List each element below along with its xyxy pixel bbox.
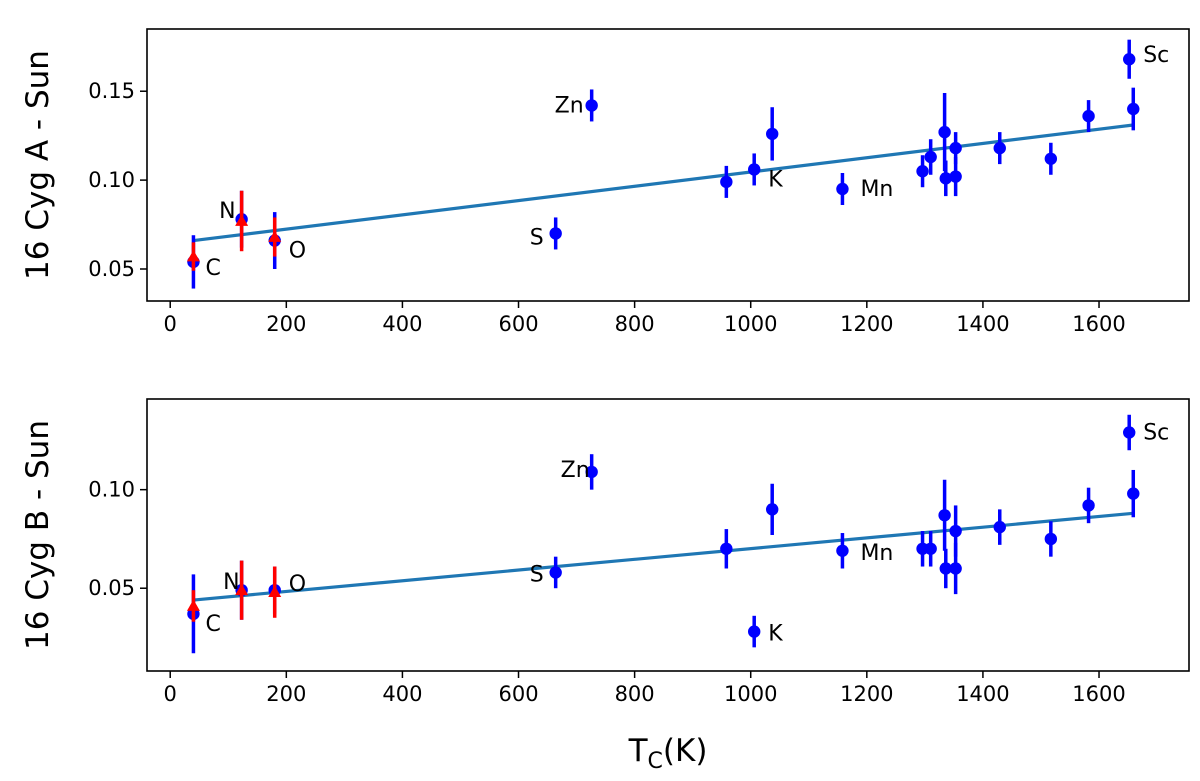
- x-tick-label-bottom-1000: 1000: [724, 682, 777, 706]
- fit-line-top: [193, 123, 1134, 243]
- annotation-top-Mn: Mn: [860, 177, 893, 202]
- fit-line-bottom: [193, 511, 1134, 602]
- point-top-0-11: [938, 125, 951, 139]
- point-bottom-1-0: [186, 599, 200, 611]
- xlabel: TC(K): [628, 733, 708, 774]
- point-bottom-0-3: [549, 566, 562, 579]
- annotation-bottom-K: K: [768, 622, 783, 647]
- point-top-0-6: [748, 163, 761, 176]
- x-tick-label-bottom-1200: 1200: [840, 682, 893, 706]
- point-top-0-17: [1082, 109, 1095, 123]
- annotation-bottom-S: S: [530, 562, 544, 587]
- annotation-bottom-O: O: [289, 572, 306, 597]
- point-bottom-0-6: [748, 625, 761, 638]
- x-tick-label-bottom-1600: 1600: [1072, 682, 1125, 706]
- point-bottom-0-18: [1123, 426, 1136, 439]
- point-bottom-1-1: [235, 583, 249, 596]
- x-tick-label-top-600: 600: [498, 312, 538, 336]
- x-tick-label-top-1600: 1600: [1072, 312, 1125, 336]
- point-bottom-0-4: [585, 465, 598, 479]
- point-top-0-10: [924, 150, 937, 164]
- point-bottom-0-10: [924, 542, 937, 555]
- x-tick-label-top-800: 800: [615, 312, 655, 336]
- point-top-0-16: [1044, 152, 1058, 165]
- x-tick-label-top-200: 200: [266, 312, 306, 336]
- point-top-0-12: [939, 172, 952, 185]
- point-top-0-14: [949, 170, 962, 183]
- ylabel-bottom: 16 Cyg B - Sun: [20, 420, 56, 650]
- point-top-0-7: [766, 127, 779, 141]
- y-tick-label-bottom-0: 0.05: [88, 576, 135, 600]
- x-tick-label-bottom-600: 600: [498, 682, 538, 706]
- point-bottom-0-5: [720, 542, 733, 555]
- point-bottom-0-14: [949, 562, 962, 575]
- point-top-0-9: [916, 165, 929, 178]
- y-tick-label-top-2: 0.15: [88, 79, 135, 103]
- point-bottom-0-16: [1044, 532, 1058, 546]
- point-top-1-2: [268, 230, 282, 242]
- point-bottom-1-2: [268, 585, 282, 598]
- point-bottom-0-7: [766, 503, 779, 516]
- x-tick-label-bottom-200: 200: [266, 682, 306, 706]
- annotation-bottom-Sc: Sc: [1143, 421, 1169, 446]
- annotation-bottom-N: N: [223, 570, 239, 595]
- point-top-0-8: [836, 182, 849, 196]
- point-bottom-0-19: [1127, 487, 1140, 500]
- annotation-top-N: N: [219, 199, 235, 224]
- panel-top: 16 Cyg A - Sun 0 200 400 600 800 1000 1200 1400…: [20, 28, 1190, 336]
- point-top-0-5: [720, 175, 733, 189]
- x-tick-label-bottom-0: 0: [164, 682, 177, 706]
- y-tick-label-bottom-1: 0.10: [88, 478, 135, 502]
- y-tick-label-top-0: 0.05: [88, 257, 135, 281]
- x-tick-label-bottom-400: 400: [382, 682, 422, 706]
- annotation-top-C: C: [205, 256, 220, 281]
- point-bottom-0-15: [993, 520, 1006, 534]
- annotation-bottom-Zn: Zn: [561, 458, 590, 483]
- x-tick-label-bottom-1400: 1400: [956, 682, 1009, 706]
- point-bottom-0-8: [836, 544, 849, 557]
- point-top-1-1: [235, 214, 249, 226]
- x-tick-label-top-1200: 1200: [840, 312, 893, 336]
- point-top-0-3: [549, 227, 562, 240]
- annotation-bottom-Mn: Mn: [860, 541, 893, 566]
- x-tick-label-top-0: 0: [164, 312, 177, 336]
- plot-area-bottom: [146, 398, 1190, 672]
- panel-bottom: 16 Cyg B - Sun 0 200 400 600 800 1000 1200 1400…: [20, 398, 1190, 706]
- point-top-0-13: [949, 141, 962, 155]
- x-tick-label-bottom-800: 800: [615, 682, 655, 706]
- annotation-bottom-C: C: [205, 612, 220, 637]
- point-bottom-0-12: [939, 562, 952, 575]
- annotation-top-O: O: [289, 239, 306, 264]
- point-bottom-0-13: [949, 524, 962, 538]
- point-top-0-15: [993, 141, 1006, 155]
- annotation-top-Zn: Zn: [555, 93, 584, 118]
- x-tick-label-top-1400: 1400: [956, 312, 1009, 336]
- ylabel-top: 16 Cyg A - Sun: [20, 50, 56, 280]
- x-tick-label-top-400: 400: [382, 312, 422, 336]
- point-top-0-18: [1123, 53, 1136, 66]
- annotation-top-Sc: Sc: [1143, 43, 1169, 68]
- annotation-top-K: K: [768, 167, 783, 192]
- y-tick-label-top-1: 0.10: [88, 168, 135, 192]
- point-bottom-0-11: [938, 509, 951, 522]
- point-top-1-0: [186, 250, 200, 262]
- x-tick-label-top-1000: 1000: [724, 312, 777, 336]
- annotation-top-S: S: [530, 225, 544, 250]
- point-top-0-19: [1127, 102, 1140, 116]
- plot-area-top: [146, 28, 1190, 302]
- point-top-0-4: [585, 99, 598, 112]
- point-bottom-0-17: [1082, 499, 1095, 512]
